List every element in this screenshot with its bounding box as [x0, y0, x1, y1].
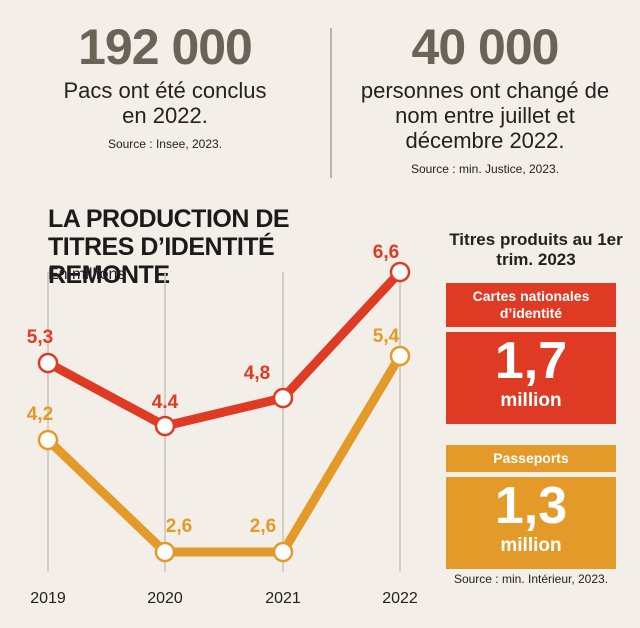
stat-name-change-source: Source : min. Justice, 2023. — [410, 162, 560, 176]
card-identity-cards-unit: million — [500, 390, 562, 411]
data-label: 5,4 — [373, 326, 400, 347]
card-passports-label: Passeports — [446, 445, 616, 472]
card-identity-cards: Cartes nationales d’identité 1,7 million — [446, 283, 616, 424]
card-identity-cards-body: 1,7 million — [446, 332, 616, 424]
stat-name-change-text: personnes ont changé de nom entre juille… — [360, 78, 610, 153]
divider — [330, 28, 332, 178]
data-point — [154, 541, 176, 563]
card-passports-value: 1,3 — [494, 477, 568, 535]
data-point — [272, 387, 294, 409]
data-point — [389, 345, 411, 367]
data-label: 6,6 — [373, 242, 399, 263]
x-tick-label: 2020 — [147, 590, 183, 607]
stat-name-change: 40 000 personnes ont changé de nom entre… — [330, 22, 640, 177]
x-tick-label: 2019 — [30, 590, 66, 607]
stat-pacs-text: Pacs ont été conclus en 2022. — [63, 78, 267, 128]
data-label: 4,8 — [244, 363, 270, 384]
side-panel-title: Titres produits au 1er trim. 2023 — [449, 230, 623, 269]
data-label: 2,6 — [250, 516, 276, 537]
stat-pacs-source: Source : Insee, 2023. — [107, 137, 223, 151]
card-identity-cards-label: Cartes nationales d’identité — [446, 283, 616, 327]
data-point — [37, 352, 59, 374]
data-point — [154, 415, 176, 437]
chart-subtitle: En millions — [48, 266, 126, 283]
data-point — [37, 429, 59, 451]
x-tick-label: 2022 — [382, 590, 418, 607]
data-label: 2,6 — [166, 516, 192, 537]
chart-title: LA PRODUCTION DE TITRES D’IDENTITÉ REMON… — [48, 205, 290, 289]
stat-pacs-value: 192 000 — [78, 19, 253, 75]
data-label: 4,2 — [27, 404, 53, 425]
x-tick-label: 2021 — [265, 590, 301, 607]
stat-name-change-value: 40 000 — [411, 19, 560, 75]
side-panel-source: Source : min. Intérieur, 2023. — [453, 572, 609, 586]
stat-pacs: 192 000 Pacs ont été conclus en 2022. So… — [40, 22, 290, 152]
series-line — [43, 351, 405, 557]
series-line — [43, 267, 405, 431]
card-identity-cards-value: 1,7 — [494, 332, 568, 390]
card-passports-unit: million — [500, 535, 562, 556]
data-label: 5,3 — [27, 327, 53, 348]
card-passports-body: 1,3 million — [446, 477, 616, 569]
card-passports: Passeports 1,3 million — [446, 445, 616, 569]
data-point — [389, 261, 411, 283]
data-point — [272, 541, 294, 563]
data-label: 4.4 — [152, 392, 179, 413]
